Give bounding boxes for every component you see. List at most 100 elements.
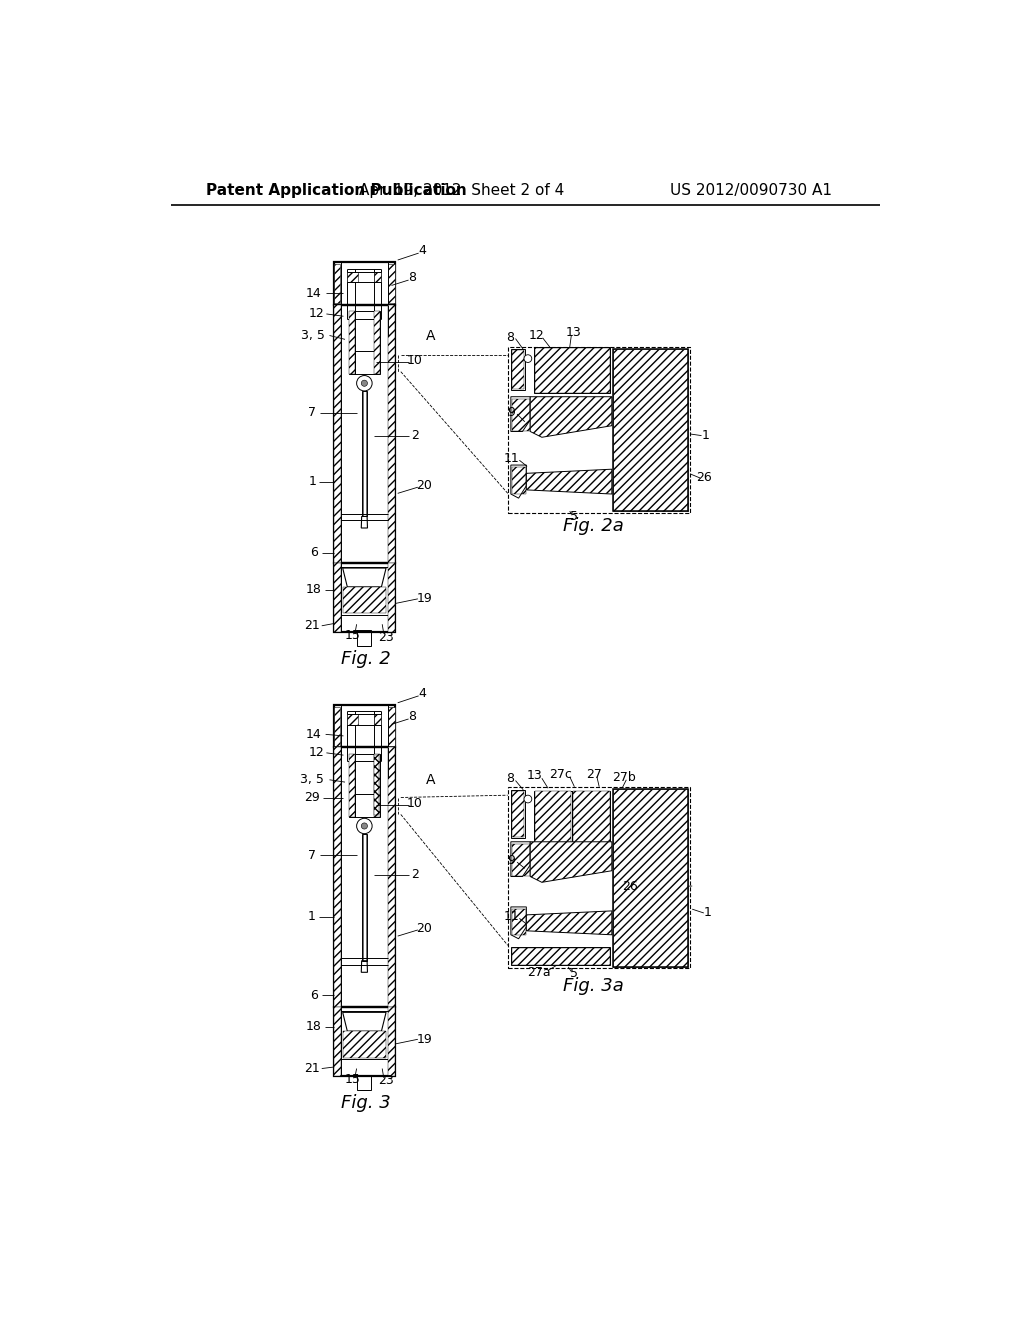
Text: 27c: 27c xyxy=(549,768,571,781)
Text: 2: 2 xyxy=(411,429,419,442)
Bar xyxy=(374,312,380,374)
Text: 8: 8 xyxy=(409,710,417,723)
Bar xyxy=(388,747,394,1007)
Text: 3, 5: 3, 5 xyxy=(300,774,324,787)
Bar xyxy=(613,789,688,966)
Bar xyxy=(334,747,394,1007)
Text: 6: 6 xyxy=(310,546,317,560)
Text: 18: 18 xyxy=(306,1020,322,1034)
Bar xyxy=(388,305,394,562)
Bar xyxy=(613,789,688,966)
Bar xyxy=(374,754,380,817)
Text: 21: 21 xyxy=(304,1063,319,1074)
Circle shape xyxy=(356,375,372,391)
Bar xyxy=(512,909,526,935)
Circle shape xyxy=(361,822,368,829)
Text: 18: 18 xyxy=(306,583,322,597)
Text: 12: 12 xyxy=(528,329,545,342)
Bar xyxy=(334,747,341,1007)
Bar xyxy=(357,1074,372,1090)
Text: 12: 12 xyxy=(308,746,325,759)
Text: 13: 13 xyxy=(526,770,542,783)
Bar xyxy=(334,1007,341,1076)
Bar xyxy=(572,791,610,846)
Text: A: A xyxy=(426,329,435,342)
Bar xyxy=(334,1007,341,1076)
Text: 13: 13 xyxy=(565,326,582,339)
Bar xyxy=(334,705,394,747)
Bar xyxy=(512,467,526,494)
Text: 5: 5 xyxy=(569,510,578,523)
Bar xyxy=(512,843,530,875)
Text: 4: 4 xyxy=(419,686,426,700)
Text: 27a: 27a xyxy=(527,966,551,979)
Bar xyxy=(357,631,372,645)
Bar xyxy=(347,714,358,725)
Bar xyxy=(512,399,530,430)
Text: 1: 1 xyxy=(308,475,316,488)
Bar xyxy=(349,754,380,817)
Bar xyxy=(334,562,394,632)
Bar xyxy=(341,566,388,615)
Text: 11: 11 xyxy=(504,453,519,465)
Text: 29: 29 xyxy=(304,791,319,804)
Text: 27: 27 xyxy=(586,768,602,781)
Text: Fig. 2a: Fig. 2a xyxy=(562,516,624,535)
Text: 3, 5: 3, 5 xyxy=(300,329,325,342)
Bar xyxy=(347,272,358,282)
Text: 5: 5 xyxy=(569,968,578,981)
Text: 9: 9 xyxy=(508,407,515,418)
Bar xyxy=(334,562,341,632)
Bar xyxy=(349,312,355,374)
Text: 21: 21 xyxy=(304,619,321,632)
Bar xyxy=(573,792,609,845)
Polygon shape xyxy=(526,469,611,494)
Text: 10: 10 xyxy=(407,354,423,367)
Bar xyxy=(388,562,394,632)
Bar xyxy=(361,834,367,961)
Bar xyxy=(361,1043,368,1053)
Bar xyxy=(388,264,394,304)
Text: 10: 10 xyxy=(407,797,423,810)
Text: Apr. 19, 2012  Sheet 2 of 4: Apr. 19, 2012 Sheet 2 of 4 xyxy=(358,183,564,198)
Circle shape xyxy=(361,380,368,387)
Circle shape xyxy=(524,355,531,363)
Text: 4: 4 xyxy=(419,244,426,257)
Bar xyxy=(334,1007,394,1076)
Text: 20: 20 xyxy=(416,479,432,492)
Bar xyxy=(334,305,394,562)
Bar xyxy=(388,747,394,1007)
Bar xyxy=(613,348,688,511)
Text: 19: 19 xyxy=(416,593,432,606)
Bar xyxy=(508,788,690,969)
Bar xyxy=(512,791,524,837)
Bar xyxy=(388,305,394,562)
Text: 9: 9 xyxy=(508,854,515,867)
Polygon shape xyxy=(526,911,611,935)
Bar xyxy=(388,1007,394,1076)
Bar xyxy=(334,706,340,746)
Bar xyxy=(535,792,571,845)
Circle shape xyxy=(524,795,531,803)
Bar xyxy=(375,755,379,816)
Text: 19: 19 xyxy=(416,1032,432,1045)
Text: A: A xyxy=(426,772,435,787)
Bar xyxy=(388,706,394,746)
Bar xyxy=(535,791,572,846)
Bar xyxy=(374,272,381,282)
Text: 1: 1 xyxy=(308,911,315,924)
Text: 12: 12 xyxy=(308,308,325,321)
Bar xyxy=(388,1007,394,1076)
Bar xyxy=(535,347,610,393)
Bar xyxy=(512,948,609,965)
Bar xyxy=(361,598,368,609)
Bar xyxy=(334,305,341,562)
Bar xyxy=(613,348,688,511)
Text: 7: 7 xyxy=(307,849,315,862)
Text: 23: 23 xyxy=(378,631,394,644)
Text: 23: 23 xyxy=(378,1074,394,1088)
Bar xyxy=(375,755,379,816)
Bar xyxy=(343,1031,386,1057)
Text: 8: 8 xyxy=(506,772,514,785)
Circle shape xyxy=(356,818,372,834)
